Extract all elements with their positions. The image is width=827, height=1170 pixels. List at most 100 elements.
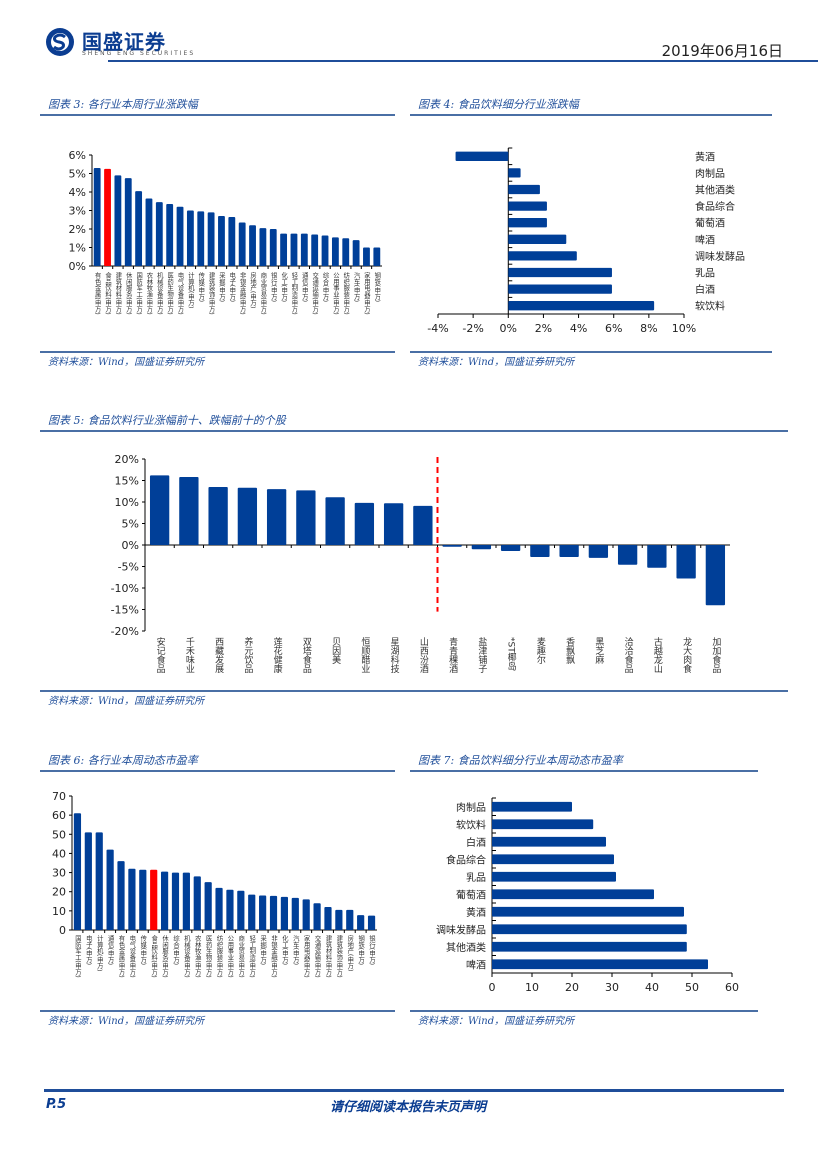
bar	[193, 876, 201, 930]
bar	[647, 545, 667, 568]
x-tick-label: 贝因美	[330, 637, 341, 665]
figure-6-chart: 0 10 20 30 40 50 60 70 国防军工(申万) 电子(申万) 计算机(申万) 通信(申…	[52, 790, 377, 978]
bar	[249, 225, 256, 266]
y-tick-label: 20	[52, 886, 66, 899]
figure-7-title: 图表 7: 食品饮料细分行业本周动态市盈率	[418, 754, 623, 767]
x-tick-label: 传媒(申万)	[139, 934, 146, 966]
x-tick-label: 电子(申万)	[85, 934, 92, 966]
x-tick-label: 食品饮料(申万)	[104, 271, 111, 315]
bar	[354, 502, 375, 545]
figure-3-chart: 0% 1% 2% 3% 4% 5% 6% 有色金属(申万) 食品饮料(申万) 建筑材料(申万) 休闲…	[69, 149, 382, 315]
bar	[296, 490, 316, 545]
x-tick-label: 60	[725, 981, 739, 994]
bar	[139, 869, 147, 930]
x-tick-label: 食品饮料(申万)	[150, 934, 157, 978]
bar	[114, 175, 122, 266]
bar	[269, 895, 278, 930]
x-tick-label: 公用事业(申万)	[226, 935, 233, 978]
x-tick-label: 10%	[672, 322, 696, 335]
bar	[492, 889, 654, 900]
bar	[248, 894, 256, 930]
bar	[155, 202, 163, 266]
x-tick-label: 香飘飘	[564, 637, 575, 665]
bar	[313, 903, 321, 930]
y-tick-label: 其他酒类	[695, 184, 735, 197]
bar	[492, 819, 594, 830]
x-tick-label: 非银金融(申万)	[270, 934, 277, 978]
y-tick-label: 30	[52, 867, 66, 880]
bar	[84, 832, 92, 930]
bar	[228, 216, 236, 266]
x-tick-label: 建筑材料(申万)	[114, 271, 121, 315]
figure-3-title: 图表 3: 各行业本周行业涨跌幅	[48, 98, 198, 111]
bar	[617, 545, 638, 565]
footer-divider	[44, 1089, 784, 1092]
y-tick-label: 70	[52, 790, 66, 803]
x-tick-label: 农林牧渔(申万)	[145, 271, 152, 315]
bar	[135, 191, 143, 266]
bar	[197, 211, 205, 266]
bar	[237, 890, 245, 930]
bar	[508, 184, 540, 195]
bar	[104, 168, 111, 266]
bar	[300, 233, 308, 266]
x-tick-label: 洽洽食品	[623, 636, 634, 674]
y-tick-label: 3%	[69, 205, 86, 218]
x-tick-label: 汽车(申万)	[353, 271, 360, 303]
figure-4-source: 资料来源：Wind，国盛证券研究所	[418, 357, 575, 368]
y-tick-label: 10%	[115, 496, 139, 509]
figure-4-chart: -4% -2% 0% 2% 4% 6% 8% 10% 黄酒肉制品其他酒类食品综合葡萄酒啤酒调味发…	[427, 147, 745, 335]
bar	[705, 545, 726, 606]
bar	[208, 486, 228, 545]
x-tick-label: 轻工制造(申万)	[290, 271, 297, 315]
y-tick-label: 乳品	[695, 267, 715, 280]
x-tick-label: 房地产(申万)	[346, 934, 353, 972]
x-tick-label: -4%	[427, 322, 448, 335]
y-tick-label: 调味发酵品	[436, 923, 486, 936]
x-tick-label: 山西汾酒	[418, 637, 429, 674]
bar	[335, 909, 343, 930]
bar	[588, 545, 609, 558]
bar	[311, 234, 319, 266]
bar	[500, 545, 521, 552]
x-tick-label: 综合(申万)	[172, 934, 179, 966]
bar	[492, 906, 684, 917]
bar	[179, 477, 199, 545]
x-tick-label: 综合(申万)	[322, 271, 329, 303]
bar	[176, 206, 184, 266]
x-tick-label: 盐津铺子	[476, 636, 487, 673]
x-tick-label: 商业贸易(申万)	[237, 934, 244, 978]
y-tick-label: 软饮料	[456, 818, 486, 831]
figure-7-title-line	[410, 770, 758, 772]
bar	[302, 899, 310, 930]
x-tick-label: 国防军工(申万)	[74, 935, 81, 978]
x-tick-label: 龙大肉食	[681, 636, 692, 674]
x-tick-label: 有色金属(申万)	[94, 271, 101, 315]
figure-6-title-line	[40, 770, 395, 772]
figure-7-chart: 0 10 20 30 40 50 60 肉制品软饮料白酒食品综合乳品葡萄酒黄酒调味发酵品其他酒…	[436, 797, 739, 994]
x-tick-label: 40	[645, 981, 659, 994]
x-tick-label: 机械设备(申万)	[183, 934, 190, 978]
figure-5-title: 图表 5: 食品饮料行业涨幅前十、跌幅前十的个股	[48, 414, 286, 427]
bar	[166, 204, 174, 266]
x-tick-label: 房地产(申万)	[249, 271, 256, 309]
y-tick-label: 黄酒	[466, 906, 486, 919]
header-divider	[108, 60, 818, 62]
logo-subtitle: SHENG ENG SECURITIES	[82, 50, 196, 57]
bar	[280, 896, 289, 930]
bar	[508, 251, 577, 261]
x-tick-label: 化工(申万)	[280, 271, 287, 303]
x-tick-label: 有色金属(申万)	[118, 934, 125, 978]
figure-4-title-line	[410, 114, 772, 116]
bar	[117, 861, 125, 930]
bar	[508, 284, 612, 294]
y-tick-label: 50	[52, 828, 66, 841]
bar	[259, 895, 267, 930]
bar	[321, 235, 329, 266]
bar	[492, 854, 614, 865]
x-tick-label: -2%	[462, 322, 483, 335]
x-tick-label: 20	[565, 981, 579, 994]
report-date: 2019年06月16日	[661, 42, 783, 60]
x-tick-label: 建筑装饰(申万)	[208, 271, 215, 315]
x-tick-label: 国防军工(申万)	[135, 272, 142, 315]
